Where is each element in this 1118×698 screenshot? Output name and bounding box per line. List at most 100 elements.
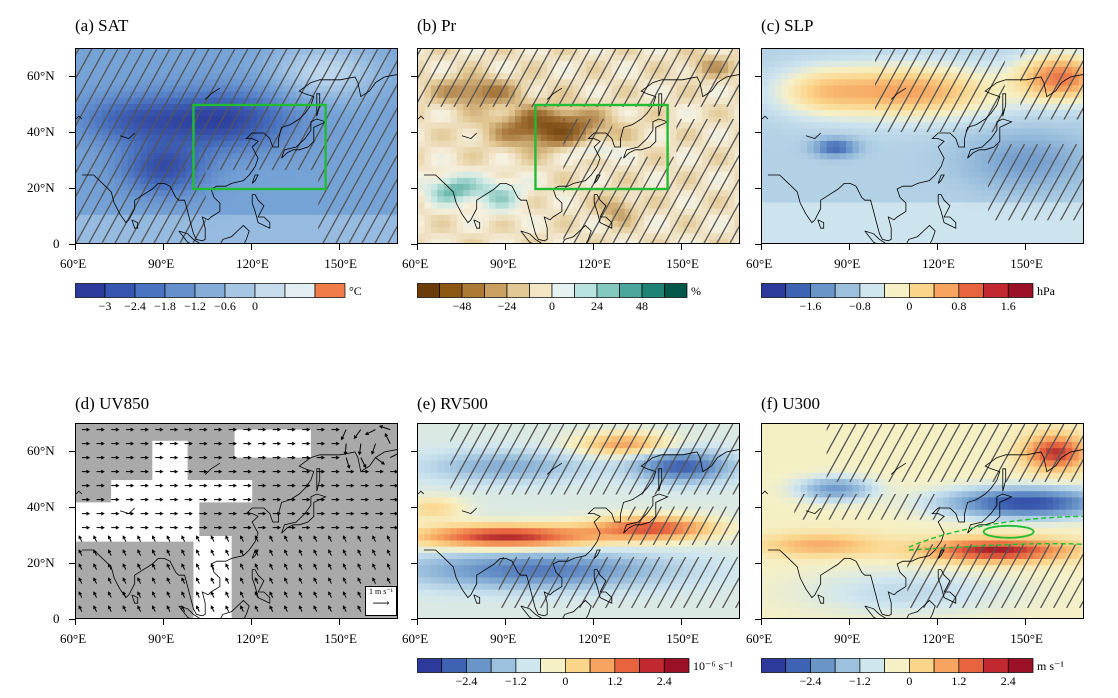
lat-tick-mark [69,451,75,452]
lon-tick-mark [75,619,76,625]
colorbar-f [760,658,1034,673]
colorbar-swatch [565,658,591,673]
panel-title-d: (d) UV850 [75,394,150,413]
lon-tick-mark [251,619,253,625]
lon-tick-label: 60°E [402,631,429,646]
lat-tick-mark [755,188,761,189]
lon-tick-label: 90°E [148,631,175,646]
colorbar-b [416,283,688,298]
analysis-box-a [192,103,327,191]
colorbar-swatch [933,283,960,298]
colorbar-swatch [785,283,811,298]
lon-tick-mark [1025,244,1027,250]
lon-tick-label: 90°E [834,631,861,646]
colorbar-label-b: −24 [497,299,517,313]
map-panel-a [75,48,398,244]
map-panel-f [761,423,1084,619]
colorbar-label-a: −1.8 [154,299,176,313]
colorbar-swatch [441,658,467,673]
lon-tick-label: 90°E [148,256,175,271]
colorbar-label-f: 2.4 [1000,674,1016,688]
colorbar-label-c: 0 [906,299,913,313]
lat-tick-mark [755,507,761,508]
colorbar-label-c: 0.8 [951,299,967,313]
lon-tick-mark [681,619,683,625]
panel-title-c: (c) SLP [761,16,814,35]
map-field-f [762,424,1083,618]
colorbar-swatch [810,283,836,298]
colorbar-swatch [884,283,910,298]
lon-tick-label: 150°E [666,256,699,271]
colorbar-swatch [884,658,910,673]
map-panel-d: 1 m s⁻¹ ⟶ [75,423,398,619]
colorbar-swatch [284,283,316,298]
colorbar-swatch [506,283,530,298]
lat-tick-mark [411,188,417,189]
lat-tick-label: 20°N [27,180,55,195]
colorbar-swatch [760,658,787,673]
colorbar-swatch [859,658,885,673]
lon-tick-mark [1025,619,1027,625]
lon-tick-mark [937,619,939,625]
colorbar-unit-f: m s⁻¹ [1037,659,1064,673]
lon-tick-label: 120°E [922,631,955,646]
colorbar-label-f: 1.2 [951,674,967,688]
lon-tick-label: 150°E [324,256,357,271]
lon-tick-label: 60°E [746,631,773,646]
lon-tick-mark [593,619,595,625]
colorbar-label-c: 1.6 [1000,299,1016,313]
analysis-box-b [534,103,669,191]
lat-tick-mark [69,507,75,508]
colorbar-swatch [1007,658,1034,673]
colorbar-label-e: 2.4 [656,674,672,688]
colorbar-label-e: −2.4 [455,674,478,688]
colorbar-label-a: −3 [98,299,112,313]
lon-tick-mark [849,619,851,625]
lon-tick-label: 90°E [834,256,861,271]
map-panel-e [417,423,740,619]
lat-tick-mark [411,451,417,452]
colorbar-label-e: −1.2 [505,674,527,688]
colorbar-unit-b: % [691,284,701,298]
lon-tick-label: 120°E [236,256,269,271]
colorbar-swatch [439,283,463,298]
lat-tick-mark [411,619,417,620]
map-field-c [762,49,1083,243]
colorbar-swatch [909,658,935,673]
colorbar-swatch [461,283,485,298]
panel-title-e: (e) RV500 [417,394,488,413]
colorbar-swatch [958,283,984,298]
lat-tick-mark [69,76,75,77]
lat-tick-mark [755,244,761,245]
lon-tick-label: 150°E [666,631,699,646]
map-field-e [418,424,739,618]
map-panel-c [761,48,1084,244]
colorbar-label-f: 0 [906,674,913,688]
lon-tick-mark [505,244,507,250]
lat-tick-mark [411,132,417,133]
colorbar-swatch [515,658,541,673]
lon-tick-mark [75,244,76,250]
colorbar-swatch [859,283,885,298]
reference-vector-box: 1 m s⁻¹ ⟶ [365,586,397,616]
lat-tick-mark [411,563,417,564]
lon-tick-mark [937,244,939,250]
lat-tick-mark [755,451,761,452]
colorbar-label-a: −2.4 [124,299,146,313]
lat-tick-label: 40°N [27,499,55,514]
lat-tick-label: 0 [53,611,60,626]
lat-tick-mark [755,132,761,133]
colorbar-swatch [164,283,196,298]
colorbar-label-b: −48 [452,299,472,313]
lon-tick-mark [505,619,507,625]
map-field-a [76,49,397,243]
colorbar-label-b: 0 [549,299,555,313]
colorbar-label-f: −2.4 [799,674,822,688]
lon-tick-mark [761,619,762,625]
colorbar-swatch [224,283,256,298]
colorbar-swatch [104,283,136,298]
colorbar-swatch [551,283,575,298]
panel-title-a: (a) SAT [75,16,129,35]
lon-tick-mark [417,244,418,250]
colorbar-swatch [416,658,443,673]
